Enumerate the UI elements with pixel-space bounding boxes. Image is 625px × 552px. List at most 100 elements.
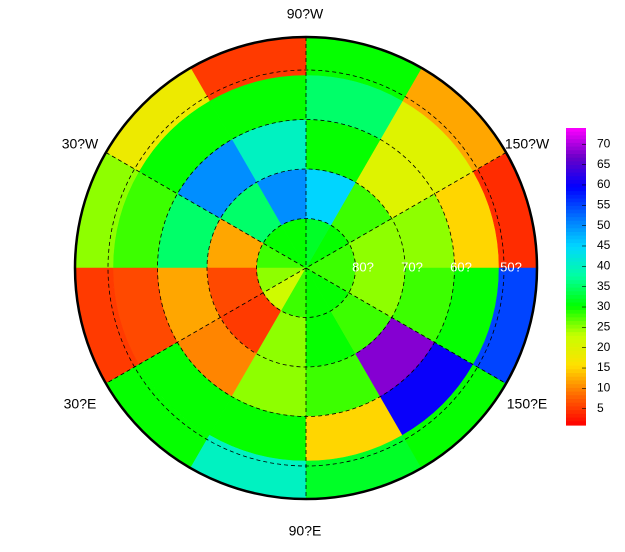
colorbar-slice (566, 309, 586, 315)
colorbar-slice (566, 328, 586, 333)
longitude-label: 90?E (289, 523, 322, 539)
colorbar-slice (566, 321, 586, 326)
grid-cell (472, 267, 537, 387)
colorbar-slice (566, 306, 586, 311)
colorbar-slice (566, 213, 586, 218)
colorbar-slice (566, 361, 586, 367)
colorbar-slice (566, 165, 586, 170)
colorbar-tick-label: 10 (597, 381, 611, 395)
colorbar-slice (566, 146, 586, 151)
colorbar-slice (566, 399, 586, 404)
latitude-label: 70? (401, 259, 423, 274)
colorbar-slice (566, 209, 586, 214)
colorbar-slice (566, 384, 586, 389)
colorbar-tick-label: 5 (597, 401, 604, 415)
colorbar-slice (566, 254, 586, 259)
colorbar-slice (566, 332, 586, 337)
colorbar-slice (566, 228, 586, 233)
colorbar-tick-label: 30 (597, 299, 611, 313)
colorbar-slice (566, 142, 586, 148)
colorbar-slice (566, 172, 586, 177)
colorbar-slice (566, 168, 586, 174)
colorbar-slice (566, 395, 586, 400)
colorbar-slice (566, 176, 586, 181)
colorbar-slice (566, 139, 586, 144)
colorbar-slice (566, 179, 586, 185)
colorbar-tick-label: 45 (597, 238, 611, 252)
colorbar-slice (566, 402, 586, 408)
colorbar-slice (566, 335, 586, 341)
labels: 90?W 30?W 150?W 30?E 150?E 90?E 80? 70? 60? 50? (62, 6, 550, 539)
colorbar-slice (566, 343, 586, 348)
colorbar-tick-label: 50 (597, 218, 611, 232)
colorbar-slice (566, 391, 586, 396)
colorbar-slice (566, 269, 586, 274)
latitude-label: 50? (500, 259, 522, 274)
colorbar-slice (566, 261, 586, 266)
colorbar-slice (566, 220, 586, 226)
colorbar-slice (566, 354, 586, 359)
colorbar-slice (566, 135, 586, 140)
colorbar-slice (566, 283, 586, 289)
colorbar-slice (566, 153, 586, 159)
meridian (105, 152, 507, 384)
latitude-label: 60? (450, 259, 472, 274)
colorbar-slice (566, 183, 586, 188)
colorbar-tick-label: 20 (597, 340, 611, 354)
colorbar-slice (566, 131, 586, 137)
colorbar-slice (566, 324, 586, 330)
colorbar-slice (566, 295, 586, 300)
colorbar-slice (566, 350, 586, 356)
colorbar-slice (566, 257, 586, 263)
colorbar-slice (566, 157, 586, 163)
colorbar-slice (566, 243, 586, 248)
colorbar-tick-label: 55 (597, 197, 611, 211)
longitude-label: 90?W (287, 6, 324, 22)
colorbar-slice (566, 317, 586, 322)
colorbar-slice (566, 194, 586, 200)
colorbar-slice (566, 417, 586, 422)
latitude-label: 80? (352, 259, 374, 274)
colorbar-slice (566, 128, 586, 133)
map-border (73, 35, 539, 501)
colorbar-slice (566, 413, 586, 419)
colorbar-slice (566, 313, 586, 318)
colorbar-slice (566, 365, 586, 370)
colorbar-slice (566, 406, 586, 411)
colorbar-tick-label: 35 (597, 279, 611, 293)
longitude-label: 30?W (62, 136, 99, 152)
colorbar-slice (566, 150, 586, 155)
colorbar-slice (566, 369, 586, 374)
colorbar-slice (566, 161, 586, 166)
colorbar-tick-label: 25 (597, 320, 611, 334)
grid-cell (305, 37, 425, 102)
grid-cell (187, 434, 307, 499)
longitude-label: 150?W (505, 136, 550, 152)
colorbar-slice (566, 387, 586, 393)
longitude-label: 30?E (64, 396, 97, 412)
colorbar-slice (566, 421, 586, 426)
colorbar-slice (566, 250, 586, 255)
colorbar-slice (566, 376, 586, 382)
colorbar-slice (566, 276, 586, 281)
colorbar-slice (566, 239, 586, 244)
colorbar-slice (566, 191, 586, 196)
colorbar-slice (566, 380, 586, 385)
colorbar-slice (566, 265, 586, 270)
colorbar-slice (566, 217, 586, 222)
colorbar: 5 10 15 20 25 30 35 40 45 50 55 60 65 70 (566, 128, 611, 426)
colorbar-slice (566, 410, 586, 415)
colorbar-slice (566, 224, 586, 229)
map-cells (75, 37, 537, 499)
colorbar-slice (566, 287, 586, 292)
colorbar-tick-label: 60 (597, 177, 611, 191)
longitude-label: 150?E (507, 396, 547, 412)
colorbar-slice (566, 205, 586, 211)
colorbar-slice (566, 339, 586, 344)
colorbar-slice (566, 187, 586, 192)
colorbar-tick-label: 40 (597, 259, 611, 273)
colorbar-slice (566, 280, 586, 285)
colorbar-slice (566, 235, 586, 240)
colorbar-slice (566, 272, 586, 278)
